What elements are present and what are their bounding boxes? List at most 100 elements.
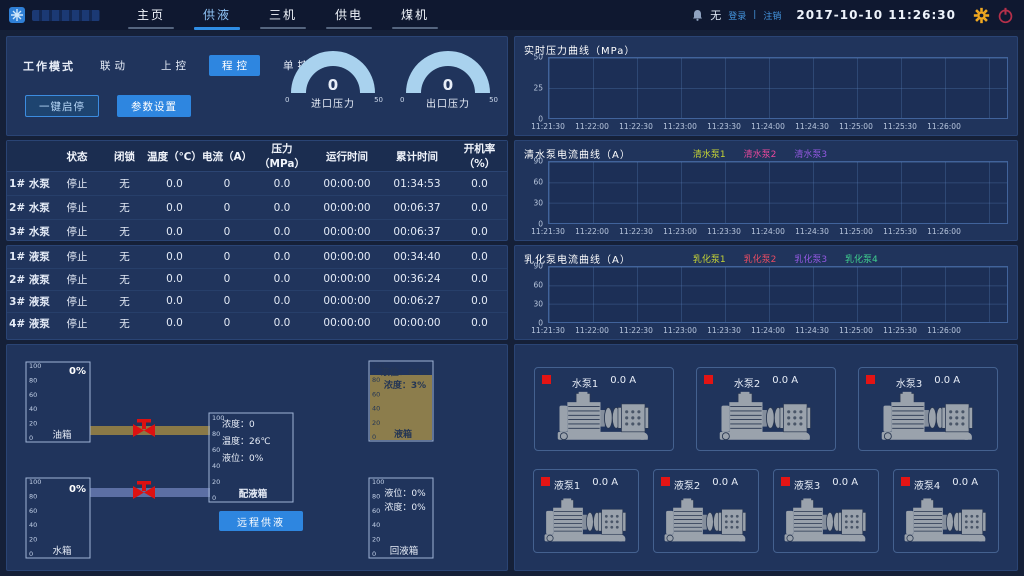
x-axis-tick-label: 11:24:00	[751, 326, 785, 335]
table-header-cell: 闭锁	[102, 141, 147, 172]
x-axis-tick-label: 11:25:30	[883, 122, 917, 131]
clear-water-pump-current-chart-panel: 清水泵电流曲线（A） 清水泵1 清水泵2 清水泵3 90 60 30 0 11:21:30…	[514, 140, 1018, 241]
pump-status-table: 状态 闭锁 温度（℃） 电流（A） 压力（MPa） 运行时间 累计时间 开机率（%） 1# 水…	[7, 141, 507, 244]
tank-scale-label: 60	[372, 507, 380, 515]
nav-item[interactable]: 主页	[125, 0, 177, 30]
pump-status-indicator	[541, 477, 550, 486]
oil-tank-label: 油箱	[52, 429, 71, 441]
table-cell: 0.0	[452, 246, 507, 269]
nav-item[interactable]: 三机	[257, 0, 309, 30]
table-row: 2# 水泵 停止无 0.0 0 0.0 00:00:00 00:06:37 0.0	[7, 195, 507, 220]
chart-y-axis: 90 60 30 0	[524, 157, 548, 229]
tank-scale-label: 80	[372, 376, 380, 384]
mode-button[interactable]: 程控	[209, 55, 260, 76]
mode-button[interactable]: 联动	[100, 60, 129, 72]
x-axis-tick-label: 11:22:30	[619, 122, 653, 131]
water-tank-level: 0%	[69, 484, 86, 495]
tank-scale-label: 20	[212, 478, 220, 486]
tank-scale-label: 40	[212, 462, 220, 470]
x-axis-tick-label: 11:25:00	[839, 326, 873, 335]
pump-name-cell: 2# 液泵	[7, 268, 52, 291]
tank-scale-label: 40	[29, 405, 37, 413]
parameter-settings-button[interactable]: 参数设置	[117, 95, 191, 117]
tank-scale-label: 20	[29, 420, 37, 428]
emulsion-level: 液位：84%	[381, 366, 430, 378]
y-axis-tick-label: 0	[538, 114, 543, 124]
pump-name: 液泵3	[793, 481, 821, 492]
pump-icon	[718, 391, 814, 443]
return-level: 液位：0%	[384, 487, 426, 499]
tank-scale-label: 0	[29, 434, 33, 442]
pump-cards-panel: 水泵1 0.0 A 水泵2 0.0 A 水泵3 0.0 A 液泵1 0.0 A 液泵2 0.0 …	[514, 344, 1018, 571]
pump-status-indicator	[901, 477, 910, 486]
tank-scale-label: 40	[372, 521, 380, 529]
chart-plot	[548, 57, 1008, 119]
x-axis-tick-label: 11:26:00	[927, 122, 961, 131]
table-cell: 00:00:00	[393, 317, 441, 330]
nav-item[interactable]: 煤机	[389, 0, 441, 30]
logout-link[interactable]: 注销	[763, 11, 782, 22]
one-key-start-stop-button[interactable]: 一键启停	[25, 95, 99, 117]
login-link[interactable]: 登录	[728, 11, 747, 22]
water-pump-card[interactable]: 水泵1 0.0 A	[534, 367, 674, 451]
x-axis-tick-label: 11:26:00	[927, 326, 961, 335]
liquid-pump-card[interactable]: 液泵2 0.0 A	[653, 469, 759, 553]
gauge-value: 0	[327, 76, 339, 94]
nav-item[interactable]: 供液	[191, 0, 243, 30]
x-axis-tick-label: 11:23:30	[707, 227, 741, 236]
gauge-inlet-pressure: 0 0 50 进口压力	[285, 51, 383, 127]
x-axis-tick-label: 11:21:30	[531, 122, 565, 131]
table-cell: 无	[119, 226, 130, 239]
x-axis-tick-label: 11:23:00	[663, 326, 697, 335]
nav-item-label: 煤机	[400, 8, 429, 22]
tank-scale-label: 0	[372, 433, 376, 441]
water-pump-card[interactable]: 水泵3 0.0 A	[858, 367, 998, 451]
return-tank-label: 回液箱	[390, 545, 419, 557]
power-icon[interactable]	[997, 7, 1014, 24]
pump-name: 液泵1	[553, 481, 581, 492]
tank-scale-label: 60	[372, 390, 380, 398]
x-axis-tick-label: 11:24:00	[751, 227, 785, 236]
pump-icon	[663, 497, 749, 545]
table-row: 1# 水泵 停止无 0.0 0 0.0 00:00:00 01:34:53 0.0	[7, 171, 507, 196]
mode-button[interactable]: 上控	[161, 60, 190, 72]
nav-item[interactable]: 供电	[323, 0, 375, 30]
pump-current-value: 0.0 A	[832, 477, 859, 488]
legend-item: 清水泵1	[692, 150, 726, 160]
liquid-pump-card[interactable]: 液泵4 0.0 A	[893, 469, 999, 553]
chart-y-axis: 50 25 0	[524, 53, 548, 124]
liquid-pump-card[interactable]: 液泵1 0.0 A	[533, 469, 639, 553]
chart-legend: 清水泵1 清水泵2 清水泵3	[693, 147, 827, 160]
alarm-status: 无	[710, 9, 722, 22]
nav-item-label: 三机	[268, 8, 297, 22]
x-axis-tick-label: 11:26:00	[927, 227, 961, 236]
tank-scale-label: 60	[29, 507, 37, 515]
table-cell: 0.0	[471, 225, 488, 238]
pump-graphic	[535, 391, 673, 447]
x-axis-tick-label: 11:21:30	[531, 227, 565, 236]
liquid-pump-card[interactable]: 液泵3 0.0 A	[773, 469, 879, 553]
remote-supply-button[interactable]: 远程供液	[219, 511, 303, 531]
table-cell: 00:00:00	[312, 290, 382, 313]
table-cell: 无	[102, 195, 147, 220]
settings-gear-icon[interactable]	[973, 7, 990, 24]
water-pump-card[interactable]: 水泵2 0.0 A	[696, 367, 836, 451]
x-axis-tick-label: 11:23:30	[707, 122, 741, 131]
table-header-cell	[7, 141, 52, 172]
pump-name-cell: 4# 液泵	[9, 317, 50, 330]
table-cell: 00:06:37	[393, 225, 441, 238]
pump-icon	[783, 497, 869, 545]
x-axis-tick-label: 11:22:30	[619, 227, 653, 236]
water-tank-label: 水箱	[52, 545, 71, 557]
nav-underline	[260, 27, 306, 29]
x-axis-tick-label: 11:25:00	[839, 122, 873, 131]
x-axis-tick-label: 11:25:30	[883, 326, 917, 335]
table-cell: 0	[223, 225, 231, 238]
nav-item-label: 供电	[334, 8, 363, 22]
chart-legend: 乳化泵1 乳化泵2 乳化泵3 乳化泵4	[693, 252, 878, 265]
pump-name: 水泵3	[895, 379, 923, 390]
nav-underline	[128, 27, 174, 29]
table-cell: 01:34:53	[382, 171, 452, 196]
table-cell: 00:06:27	[382, 290, 452, 313]
table-cell: 停止	[52, 268, 102, 291]
